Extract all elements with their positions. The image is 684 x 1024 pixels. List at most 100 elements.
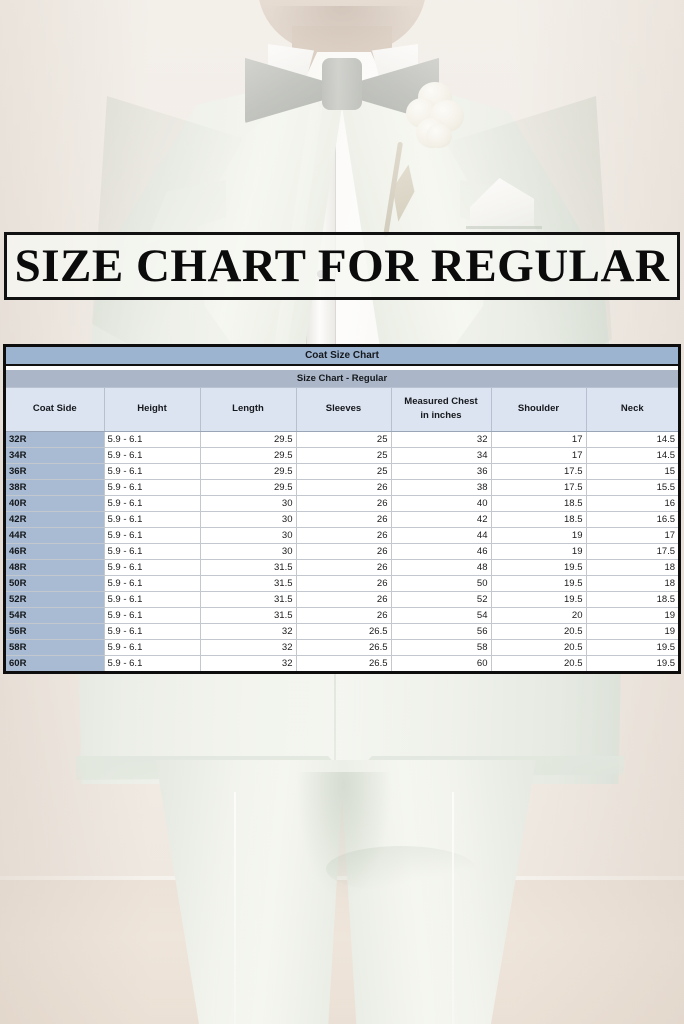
coat-side-cell: 60R [6, 655, 105, 671]
neck-cell: 14.5 [586, 431, 679, 448]
measured-chest-cell: 60 [391, 655, 492, 671]
neck-cell: 16 [586, 495, 679, 512]
column-header-length: Length [200, 387, 297, 432]
size-chart-grid: Coat Size Chart Size Chart - Regular Coa… [6, 347, 679, 671]
table-row: 50R 5.9 - 6.1 31.5 26 50 19.5 18 [6, 575, 679, 592]
length-cell: 30 [200, 527, 297, 544]
table-row: 48R 5.9 - 6.1 31.5 26 48 19.5 18 [6, 559, 679, 576]
measured-chest-cell: 36 [391, 463, 492, 480]
table-subtitle: Size Chart - Regular [6, 370, 679, 388]
size-chart-body: 32R 5.9 - 6.1 29.5 25 32 17 14.5 34R 5.9 - 6.1 29… [6, 431, 679, 671]
neck-cell: 18.5 [586, 591, 679, 608]
coat-side-cell: 52R [6, 591, 105, 608]
table-row: 56R 5.9 - 6.1 32 26.5 56 20.5 19 [6, 623, 679, 640]
column-header-coat-side: Coat Side [6, 387, 105, 432]
height-cell: 5.9 - 6.1 [104, 559, 201, 576]
column-header-shoulder: Shoulder [491, 387, 587, 432]
neck-cell: 19.5 [586, 655, 679, 671]
sleeves-cell: 26.5 [296, 623, 392, 640]
coat-size-chart-table: Coat Size Chart Size Chart - Regular Coa… [3, 344, 681, 674]
sleeves-cell: 26 [296, 575, 392, 592]
flower-petal [426, 124, 452, 148]
height-cell: 5.9 - 6.1 [104, 511, 201, 528]
length-cell: 29.5 [200, 479, 297, 496]
shoulder-cell: 20 [491, 607, 587, 624]
coat-side-cell: 32R [6, 431, 105, 448]
length-cell: 32 [200, 623, 297, 640]
chin-shadow [272, 6, 412, 54]
shoulder-cell: 19.5 [491, 575, 587, 592]
neck-cell: 17 [586, 527, 679, 544]
coat-side-cell: 56R [6, 623, 105, 640]
measured-chest-cell: 38 [391, 479, 492, 496]
sleeves-cell: 26 [296, 543, 392, 560]
neck-cell: 19 [586, 607, 679, 624]
sleeves-cell: 26 [296, 479, 392, 496]
height-cell: 5.9 - 6.1 [104, 527, 201, 544]
neck-cell: 17.5 [586, 543, 679, 560]
measured-chest-cell: 42 [391, 511, 492, 528]
coat-side-cell: 36R [6, 463, 105, 480]
column-header-measured-chest: Measured Chest in inches [391, 387, 492, 432]
trouser-shading [296, 772, 392, 902]
shoulder-cell: 17.5 [491, 463, 587, 480]
shoulder-cell: 19 [491, 543, 587, 560]
studio-floor [0, 880, 684, 1024]
table-row: 32R 5.9 - 6.1 29.5 25 32 17 14.5 [6, 431, 679, 448]
length-cell: 31.5 [200, 607, 297, 624]
length-cell: 30 [200, 543, 297, 560]
column-header-height: Height [104, 387, 201, 432]
neck-cell: 19.5 [586, 639, 679, 656]
neck-cell: 15.5 [586, 479, 679, 496]
length-cell: 29.5 [200, 447, 297, 464]
measured-chest-cell: 52 [391, 591, 492, 608]
header-line: Shoulder [517, 403, 560, 415]
coat-side-cell: 44R [6, 527, 105, 544]
length-cell: 32 [200, 639, 297, 656]
shoulder-cell: 19.5 [491, 559, 587, 576]
header-line: Sleeves [325, 403, 362, 415]
trouser-fold [326, 846, 476, 892]
length-cell: 30 [200, 495, 297, 512]
header-line: Height [137, 403, 167, 415]
neck-cell: 14.5 [586, 447, 679, 464]
table-row: 38R 5.9 - 6.1 29.5 26 38 17.5 15.5 [6, 479, 679, 496]
sleeves-cell: 26 [296, 527, 392, 544]
coat-side-cell: 50R [6, 575, 105, 592]
shoulder-cell: 19.5 [491, 591, 587, 608]
height-cell: 5.9 - 6.1 [104, 479, 201, 496]
height-cell: 5.9 - 6.1 [104, 495, 201, 512]
table-row: 54R 5.9 - 6.1 31.5 26 54 20 19 [6, 607, 679, 624]
measured-chest-cell: 44 [391, 527, 492, 544]
sleeves-cell: 26 [296, 591, 392, 608]
coat-side-cell: 48R [6, 559, 105, 576]
length-cell: 29.5 [200, 431, 297, 448]
sleeves-cell: 26 [296, 495, 392, 512]
length-cell: 31.5 [200, 575, 297, 592]
trouser-crease-left [234, 792, 236, 1024]
coat-side-cell: 42R [6, 511, 105, 528]
length-cell: 32 [200, 655, 297, 671]
neck-cell: 19 [586, 623, 679, 640]
length-cell: 31.5 [200, 591, 297, 608]
coat-side-cell: 46R [6, 543, 105, 560]
header-line: in inches [420, 410, 462, 421]
column-header-neck: Neck [586, 387, 679, 432]
shoulder-cell: 19 [491, 527, 587, 544]
sleeves-cell: 25 [296, 447, 392, 464]
sleeves-cell: 26.5 [296, 655, 392, 671]
sleeves-cell: 25 [296, 463, 392, 480]
shoulder-cell: 20.5 [491, 623, 587, 640]
height-cell: 5.9 - 6.1 [104, 591, 201, 608]
length-cell: 30 [200, 511, 297, 528]
table-row: 44R 5.9 - 6.1 30 26 44 19 17 [6, 527, 679, 544]
measured-chest-cell: 54 [391, 607, 492, 624]
height-cell: 5.9 - 6.1 [104, 463, 201, 480]
chest-pocket-welt [466, 226, 542, 229]
table-subtitle-row: Size Chart - Regular [6, 370, 679, 388]
measured-chest-cell: 58 [391, 639, 492, 656]
table-row: 46R 5.9 - 6.1 30 26 46 19 17.5 [6, 543, 679, 560]
coat-side-cell: 34R [6, 447, 105, 464]
height-cell: 5.9 - 6.1 [104, 607, 201, 624]
column-header-sleeves: Sleeves [296, 387, 392, 432]
